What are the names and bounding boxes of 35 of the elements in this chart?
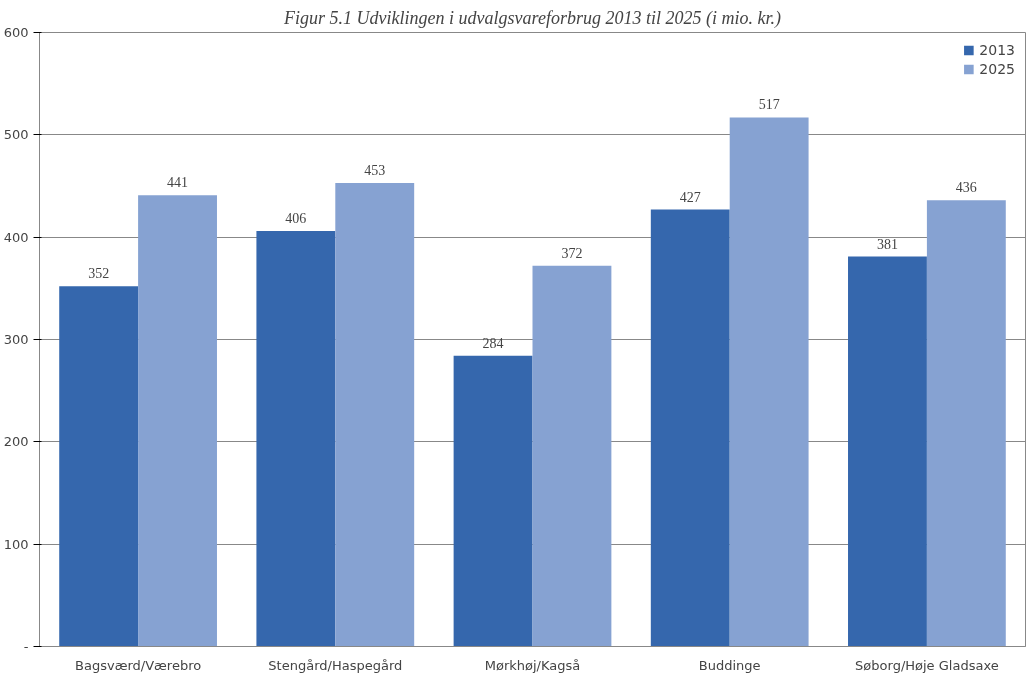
- bar: [138, 195, 217, 647]
- data-label: 453: [364, 162, 386, 178]
- data-label: 406: [285, 211, 307, 227]
- x-tick-label: Mørkhøj/Kagså: [484, 657, 581, 673]
- y-tick-label: 200: [3, 434, 29, 450]
- data-label: 427: [679, 189, 701, 205]
- bar: [729, 117, 809, 647]
- data-label: 381: [876, 236, 898, 252]
- data-label: 517: [758, 97, 780, 113]
- y-tick-label: 300: [3, 332, 29, 347]
- y-tick-label: 600: [3, 25, 29, 40]
- bar: [59, 286, 139, 647]
- bar: [335, 182, 415, 647]
- x-tick-label: Stengård/Haspegård: [268, 657, 403, 673]
- y-tick-label: 400: [3, 229, 29, 245]
- x-tick-label: Buddinge: [698, 657, 761, 673]
- x-tick-label: Bagsværd/Værebro: [75, 657, 202, 673]
- data-label: 436: [955, 180, 977, 196]
- data-label: 372: [561, 245, 583, 261]
- legend-label: 2025: [979, 61, 1015, 77]
- chart-title: Figur 5.1 Udviklingen i udvalgsvareforbrug 2013 til 2025 (i mio. kr.): [283, 7, 781, 29]
- y-tick-label: -: [23, 639, 29, 654]
- data-label: 284: [482, 335, 504, 351]
- data-label: 441: [167, 175, 189, 191]
- legend-label: 2013: [979, 42, 1015, 58]
- bar: [532, 265, 612, 647]
- data-label: 352: [88, 266, 110, 282]
- bar: [650, 209, 730, 647]
- y-tick-label: 100: [3, 536, 29, 552]
- bar: [453, 355, 533, 647]
- x-tick-label: Søborg/Høje Gladsaxe: [855, 657, 999, 673]
- bar: [926, 200, 1006, 647]
- y-tick-label: 500: [3, 127, 29, 143]
- bar: [848, 256, 927, 647]
- bar: [256, 231, 336, 647]
